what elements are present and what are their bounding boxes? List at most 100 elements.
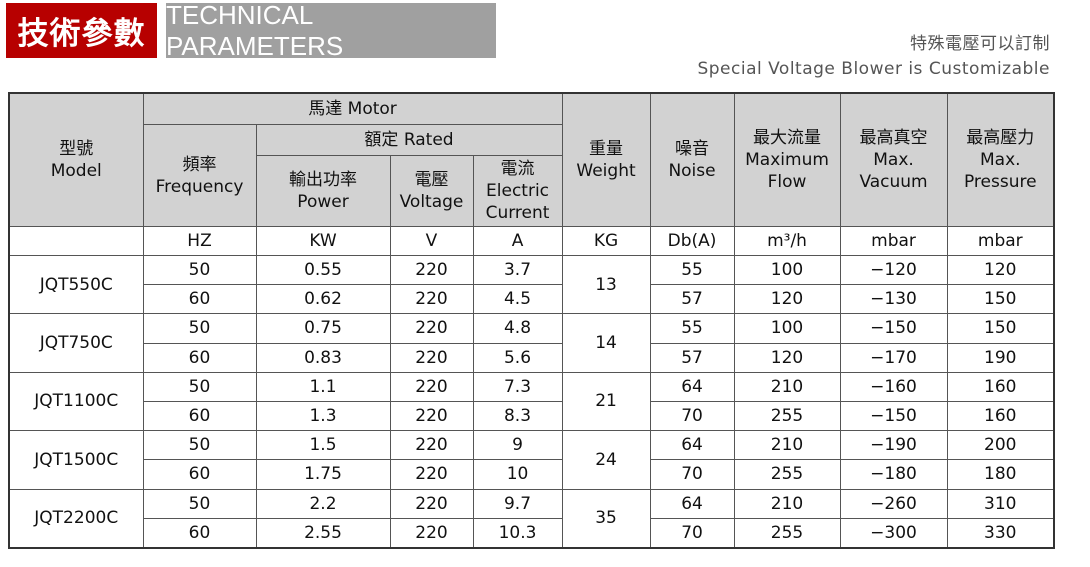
current-cell: 9.7 [472, 488, 563, 519]
unit-cell: KW [255, 226, 391, 256]
pressure-cell: 180 [946, 459, 1055, 490]
model-cell: JQT2200C [8, 488, 144, 549]
header-vacuum: 最高真空 Max. Vacuum [839, 92, 948, 227]
pressure-cell: 150 [946, 284, 1055, 315]
header-power: 輸出功率 Power [255, 155, 391, 227]
vacuum-cell: −150 [839, 313, 948, 344]
table-row: 60 0.83 220 5.6 57 120 −170 190 [9, 342, 1055, 373]
noise-cell: 70 [649, 517, 735, 549]
header-noise: 噪音 Noise [649, 92, 735, 227]
voltage-cell: 220 [389, 430, 474, 461]
noise-cell: 64 [649, 430, 735, 461]
vacuum-cell: −170 [839, 342, 948, 373]
weight-cell: 14 [561, 313, 651, 373]
power-cell: 0.55 [255, 254, 391, 286]
model-cell: JQT550C [8, 254, 144, 315]
flow-cell: 255 [733, 517, 841, 549]
table-row: 60 0.62 220 4.5 57 120 −130 150 [9, 284, 1055, 315]
weight-cell: 21 [561, 371, 651, 432]
weight-cell: 24 [561, 430, 651, 490]
power-cell: 1.1 [255, 371, 391, 402]
noise-cell: 64 [649, 371, 735, 402]
vacuum-cell: −160 [839, 371, 948, 402]
power-cell: 2.55 [255, 517, 391, 549]
noise-cell: 70 [649, 400, 735, 432]
pressure-cell: 310 [946, 488, 1055, 519]
noise-cell: 55 [649, 313, 735, 344]
current-cell: 4.5 [472, 284, 563, 315]
current-cell: 10 [472, 459, 563, 490]
pressure-cell: 330 [946, 517, 1055, 549]
power-cell: 0.62 [255, 284, 391, 315]
table-row: 60 2.55 220 10.3 70 255 −300 330 [9, 517, 1055, 549]
flow-cell: 255 [733, 459, 841, 490]
power-cell: 0.75 [255, 313, 391, 344]
current-cell: 8.3 [472, 400, 563, 432]
technical-parameters-table: 型號 Model 馬達 Motor 重量 Weight 噪音 Noise 最大流量 Ma… [8, 92, 1056, 549]
power-cell: 1.5 [255, 430, 391, 461]
flow-cell: 210 [733, 488, 841, 519]
table-row: JQT750C 50 0.75 220 4.8 14 55 100 −150 150 [8, 313, 1055, 373]
header-voltage: 電壓 Voltage [389, 155, 474, 227]
voltage-cell: 220 [389, 254, 474, 286]
unit-cell: A [472, 226, 563, 256]
model-cell: JQT1100C [8, 371, 144, 432]
header-pressure: 最高壓力 Max. Pressure [946, 92, 1055, 227]
weight-cell: 35 [561, 488, 651, 549]
flow-cell: 120 [733, 284, 841, 315]
unit-cell: mbar [839, 226, 948, 256]
flow-cell: 210 [733, 371, 841, 402]
voltage-cell: 220 [389, 284, 474, 315]
flow-cell: 100 [733, 254, 841, 286]
frequency-cell: 60 [142, 342, 257, 373]
header-rated: 額定 Rated [255, 124, 563, 156]
table-row: 60 1.3 220 8.3 70 255 −150 160 [9, 400, 1055, 432]
current-cell: 9 [472, 430, 563, 461]
model-cell: JQT750C [8, 313, 144, 373]
frequency-cell: 50 [142, 371, 257, 402]
section-title-cn: 技術參數 [6, 3, 157, 58]
section-title-en: TECHNICAL PARAMETERS [166, 0, 496, 61]
power-cell: 1.3 [255, 400, 391, 432]
note-en: Special Voltage Blower is Customizable [697, 59, 1050, 79]
table-row: JQT550C 50 0.55 220 3.7 13 55 100 −120 120 [8, 254, 1055, 315]
current-cell: 10.3 [472, 517, 563, 549]
table-row: 60 1.75 220 10 70 255 −180 180 [9, 459, 1055, 490]
voltage-cell: 220 [389, 459, 474, 490]
table-row: JQT2200C 50 2.2 220 9.7 35 64 210 −260 310 [8, 488, 1055, 549]
frequency-cell: 50 [142, 430, 257, 461]
unit-cell: m³/h [733, 226, 841, 256]
frequency-cell: 50 [142, 254, 257, 286]
pressure-cell: 160 [946, 371, 1055, 402]
noise-cell: 57 [649, 284, 735, 315]
header-current: 電流 Electric Current [472, 155, 563, 227]
noise-cell: 55 [649, 254, 735, 286]
current-cell: 7.3 [472, 371, 563, 402]
unit-cell: mbar [946, 226, 1055, 256]
frequency-cell: 60 [142, 459, 257, 490]
vacuum-cell: −260 [839, 488, 948, 519]
frequency-cell: 50 [142, 313, 257, 344]
power-cell: 2.2 [255, 488, 391, 519]
pressure-cell: 120 [946, 254, 1055, 286]
vacuum-cell: −130 [839, 284, 948, 315]
table-row: JQT1500C 50 1.5 220 9 24 64 210 −190 200 [8, 430, 1055, 490]
unit-cell: HZ [142, 226, 257, 256]
voltage-cell: 220 [389, 400, 474, 432]
frequency-cell: 50 [142, 488, 257, 519]
flow-cell: 100 [733, 313, 841, 344]
current-cell: 3.7 [472, 254, 563, 286]
model-cell: JQT1500C [8, 430, 144, 490]
vacuum-cell: −180 [839, 459, 948, 490]
units-row: HZ KW V A KG Db(A) m³/h mbar mbar [8, 226, 1055, 256]
unit-cell: KG [561, 226, 651, 256]
customization-note: 特殊電壓可以訂制 Special Voltage Blower is Custo… [697, 32, 1050, 82]
noise-cell: 57 [649, 342, 735, 373]
pressure-cell: 200 [946, 430, 1055, 461]
header-flow: 最大流量 Maximum Flow [733, 92, 841, 227]
voltage-cell: 220 [389, 517, 474, 549]
frequency-cell: 60 [142, 517, 257, 549]
current-cell: 5.6 [472, 342, 563, 373]
power-cell: 0.83 [255, 342, 391, 373]
frequency-cell: 60 [142, 284, 257, 315]
